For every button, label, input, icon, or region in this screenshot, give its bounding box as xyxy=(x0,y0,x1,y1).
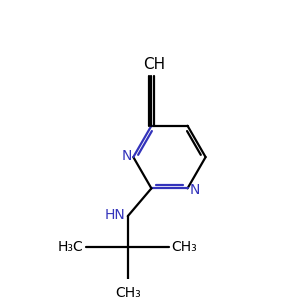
Text: N: N xyxy=(121,149,132,163)
Text: CH₃: CH₃ xyxy=(172,240,197,254)
Text: HN: HN xyxy=(104,208,125,222)
Text: CH: CH xyxy=(143,57,165,72)
Text: N: N xyxy=(189,183,200,197)
Text: H₃C: H₃C xyxy=(58,240,84,254)
Text: CH₃: CH₃ xyxy=(115,286,141,300)
